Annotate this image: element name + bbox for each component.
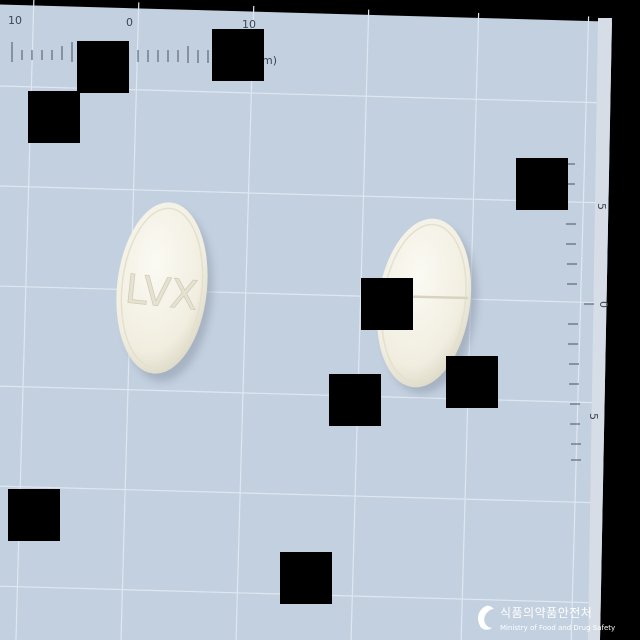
top-ruler-unit: m): [262, 54, 278, 67]
redaction-box: [280, 552, 332, 604]
redaction-box: [446, 356, 498, 408]
tablet-front: [116, 202, 208, 374]
redaction-box: [212, 29, 264, 81]
right-ruler-label-top: 5: [595, 203, 608, 210]
watermark-korean: 식품의약품안전처: [500, 606, 593, 620]
redaction-box: [516, 158, 568, 210]
top-ruler: [11, 42, 209, 63]
top-ruler-label-left: 10: [8, 14, 22, 27]
board-edge-right: [600, 18, 640, 640]
redaction-box: [8, 489, 60, 541]
board-edge-top: [0, 0, 640, 18]
mfds-logo-icon: [478, 605, 494, 630]
right-ruler-label-bottom: 5: [587, 413, 600, 420]
top-ruler-label-right: 10: [242, 18, 256, 31]
right-ruler-label-zero: 0: [597, 301, 610, 308]
watermark-english: Ministry of Food and Drug Safety: [500, 624, 616, 632]
right-ruler: [565, 163, 594, 461]
redaction-box: [77, 41, 129, 93]
tablet-imprint: LVX: [123, 266, 200, 319]
redaction-box: [329, 374, 381, 426]
tablet-back: [376, 218, 472, 388]
redaction-box: [28, 91, 80, 143]
top-ruler-label-zero: 0: [126, 16, 133, 29]
redaction-box: [361, 278, 413, 330]
board-edge-highlight: [588, 18, 612, 640]
tablet-front-bevel: [120, 207, 204, 369]
